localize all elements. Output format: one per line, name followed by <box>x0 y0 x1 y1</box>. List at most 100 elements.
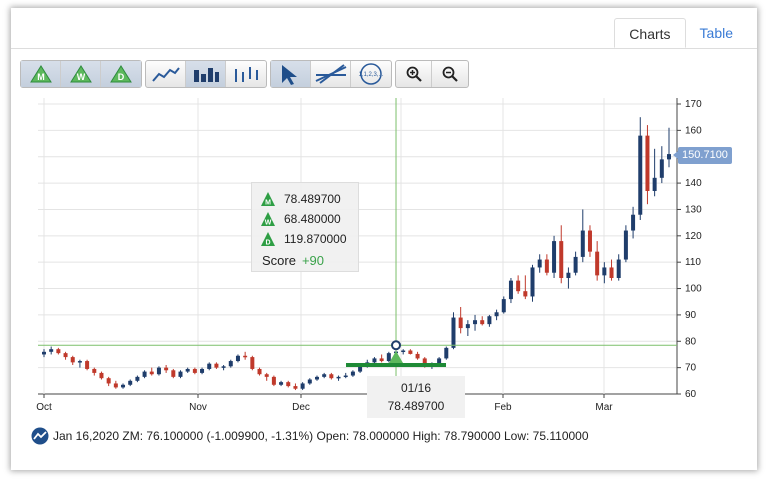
tooltip-monthly-row: M 78.489700 <box>252 189 358 209</box>
line-chart-button[interactable] <box>146 61 186 87</box>
candle-body <box>279 382 284 385</box>
ohlc-chart-button[interactable] <box>226 61 266 87</box>
zoom-in-button[interactable] <box>396 61 432 87</box>
candle-body <box>171 370 176 377</box>
candle-body <box>645 135 650 191</box>
trendline-button[interactable] <box>311 61 351 87</box>
crosshair-point <box>391 340 402 351</box>
candle-body <box>221 366 226 368</box>
signal-triangle-icon <box>389 351 404 363</box>
candle-body <box>135 376 140 381</box>
monthly-button[interactable]: M <box>21 61 61 87</box>
signal-marker-bar <box>346 363 447 367</box>
y-tick-label: 140 <box>685 178 702 189</box>
zoom-out-button[interactable] <box>432 61 468 87</box>
candle-body <box>300 383 305 389</box>
zoom-button-group <box>395 60 469 88</box>
candle-body <box>207 363 212 369</box>
candle-body <box>444 347 449 359</box>
svg-text:D: D <box>118 72 125 82</box>
candle-body <box>595 251 600 276</box>
candle-body <box>480 320 485 325</box>
candle-body <box>516 280 521 292</box>
candle-body <box>437 358 442 364</box>
y-tick-label: 70 <box>685 363 697 374</box>
candle-body <box>566 272 571 278</box>
score-value: +90 <box>301 253 325 268</box>
svg-text:1,1,2,3,...: 1,1,2,3,... <box>358 72 383 78</box>
tooltip-daily-row: D 119.870000 <box>252 229 358 249</box>
candle-body <box>544 259 549 273</box>
candle-body <box>552 241 557 273</box>
weekly-triangle-icon: W <box>69 65 92 83</box>
tab-table[interactable]: Table <box>699 25 733 41</box>
fibonacci-button[interactable]: 1,1,2,3,... <box>351 61 391 87</box>
trendline-icon <box>315 64 346 84</box>
chart-type-group <box>145 60 267 88</box>
candle-body <box>264 374 269 377</box>
x-tick-label: Mar <box>595 402 613 413</box>
status-text: Jan 16,2020 ZM: 76.100000 (-1.009900, -1… <box>53 429 589 443</box>
candle-body <box>602 267 607 276</box>
candle-body <box>250 357 255 369</box>
candle-body <box>235 355 240 362</box>
weekly-triangle-icon: W <box>261 212 275 227</box>
svg-text:M: M <box>265 200 271 207</box>
x-tick-label: Dec <box>292 402 310 413</box>
candle-body <box>156 367 161 375</box>
score-tooltip: M 78.489700 W 68.480000 D 119.870000 Sco… <box>251 182 359 272</box>
x-axis-labels: Oct Nov Dec Feb Mar <box>36 394 613 413</box>
bar-chart-icon <box>193 68 219 82</box>
bar-chart-button[interactable] <box>186 61 226 87</box>
candle-body <box>329 374 334 379</box>
candle-body <box>379 358 384 362</box>
daily-button[interactable]: D <box>101 61 141 87</box>
candle-body <box>128 380 133 385</box>
pointer-button[interactable] <box>271 61 311 87</box>
x-tick-label: Nov <box>189 402 207 413</box>
candle-body <box>580 230 585 257</box>
y-tick-label: 80 <box>685 336 697 347</box>
tooltip-monthly-value: 78.489700 <box>284 192 341 206</box>
candle-body <box>336 376 341 379</box>
candle-body <box>638 135 643 215</box>
weekly-button[interactable]: W <box>61 61 101 87</box>
candle-body <box>257 368 262 375</box>
candle-body <box>42 351 46 355</box>
monthly-triangle-icon: M <box>29 65 52 83</box>
candle-body <box>63 353 68 358</box>
candle-body <box>659 159 664 178</box>
chart-logo-icon <box>31 427 49 445</box>
tooltip-weekly-value: 68.480000 <box>284 212 341 226</box>
candle-body <box>458 317 463 329</box>
daily-triangle-icon: D <box>261 232 275 247</box>
candle-body <box>487 316 492 325</box>
candle-body <box>192 368 197 373</box>
line-chart-icon <box>151 67 180 82</box>
candle-body <box>415 353 420 359</box>
pointer-icon <box>281 65 297 85</box>
candle-body <box>609 267 614 278</box>
candle-body <box>307 379 312 384</box>
svg-text:W: W <box>76 72 85 82</box>
svg-text:M: M <box>37 72 45 82</box>
zoom-in-icon <box>406 66 422 82</box>
candle-body <box>451 317 456 348</box>
candle-body <box>92 368 97 373</box>
candle-body <box>358 366 363 372</box>
tab-charts[interactable]: Charts <box>614 18 686 48</box>
candle-body <box>573 256 578 273</box>
last-price-tag: 150.7100 <box>673 147 732 164</box>
monthly-triangle-icon: M <box>261 192 275 207</box>
candle-body <box>243 355 248 358</box>
ohlc-chart-icon <box>235 67 258 82</box>
candle-body <box>652 177 657 191</box>
y-tick-label: 120 <box>685 231 702 242</box>
candle-body <box>616 259 621 278</box>
y-tick-label: 60 <box>685 389 697 400</box>
candle-body <box>99 372 104 379</box>
candle-body <box>350 371 355 376</box>
candle-body <box>408 350 413 354</box>
svg-text:W: W <box>265 220 272 227</box>
candle-body <box>537 259 542 268</box>
